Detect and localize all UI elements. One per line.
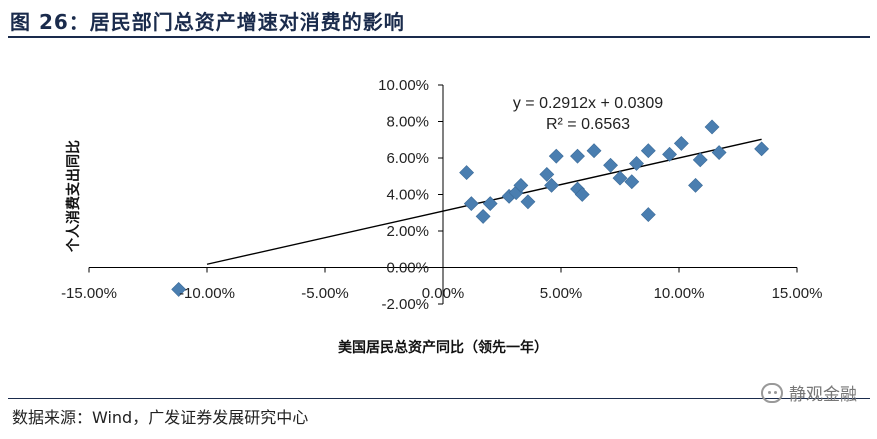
figure-title: 图 26：居民部门总资产增速对消费的影响 <box>10 10 405 34</box>
data-point <box>548 148 564 164</box>
x-tick-label: 10.00% <box>654 285 705 302</box>
data-point <box>586 143 602 159</box>
trend-r2: R² = 0.6563 <box>546 116 630 133</box>
x-tick-label: -5.00% <box>301 285 349 302</box>
trendline <box>206 138 762 265</box>
data-point <box>662 146 677 162</box>
data-point <box>513 177 529 193</box>
source-note: 数据来源：Wind，广发证券发展研究中心 <box>12 408 309 427</box>
chart-axes <box>88 84 798 305</box>
y-tick-label: 10.00% <box>378 77 429 94</box>
data-point <box>704 119 720 135</box>
data-point <box>640 143 656 159</box>
x-tick-label: 15.00% <box>772 285 823 302</box>
x-tick-label: -15.00% <box>61 285 117 302</box>
x-tick-label: -10.00% <box>179 285 235 302</box>
top-divider <box>8 36 870 38</box>
y-tick-label: -2.00% <box>381 296 429 313</box>
data-point <box>482 196 498 212</box>
bottom-divider <box>8 398 870 399</box>
y-tick-label: 0.00% <box>386 260 429 277</box>
data-point <box>673 135 689 151</box>
x-axis-label: 美国居民总资产同比（领先一年） <box>338 339 548 356</box>
trendline-group <box>206 138 762 265</box>
data-point <box>574 187 590 202</box>
data-point <box>688 177 703 193</box>
y-tick-label: 8.00% <box>386 114 429 131</box>
data-point <box>520 194 536 210</box>
data-point <box>629 156 644 171</box>
data-point <box>640 207 656 222</box>
y-tick-label: 4.00% <box>386 187 429 204</box>
data-point <box>475 208 491 224</box>
data-point <box>754 141 770 157</box>
data-point <box>570 148 585 164</box>
watermark-text: 静观金融 <box>789 385 857 405</box>
data-point <box>459 165 475 181</box>
y-tick-label: 2.00% <box>386 223 429 240</box>
data-point <box>711 145 727 160</box>
data-point <box>544 177 559 193</box>
wechat-icon <box>761 382 783 403</box>
data-point <box>612 170 628 186</box>
tick-labels: -15.00% -10.00% -5.00% 0.00% 5.00% 10.00% 15.0… <box>61 77 822 313</box>
y-tick-label: 6.00% <box>386 150 429 167</box>
data-point <box>171 281 187 297</box>
trend-equation: y = 0.2912x + 0.0309 <box>513 95 663 112</box>
data-points <box>171 119 770 297</box>
data-point <box>539 167 555 182</box>
watermark: 静观金融 <box>761 380 857 405</box>
data-point <box>624 174 640 190</box>
x-tick-label: 5.00% <box>540 285 583 302</box>
x-tick-label: 0.00% <box>422 285 465 302</box>
data-point <box>463 196 479 212</box>
data-point <box>603 157 618 173</box>
data-point <box>692 152 708 168</box>
y-axis-label: 个人消费支出同比 <box>65 140 82 253</box>
